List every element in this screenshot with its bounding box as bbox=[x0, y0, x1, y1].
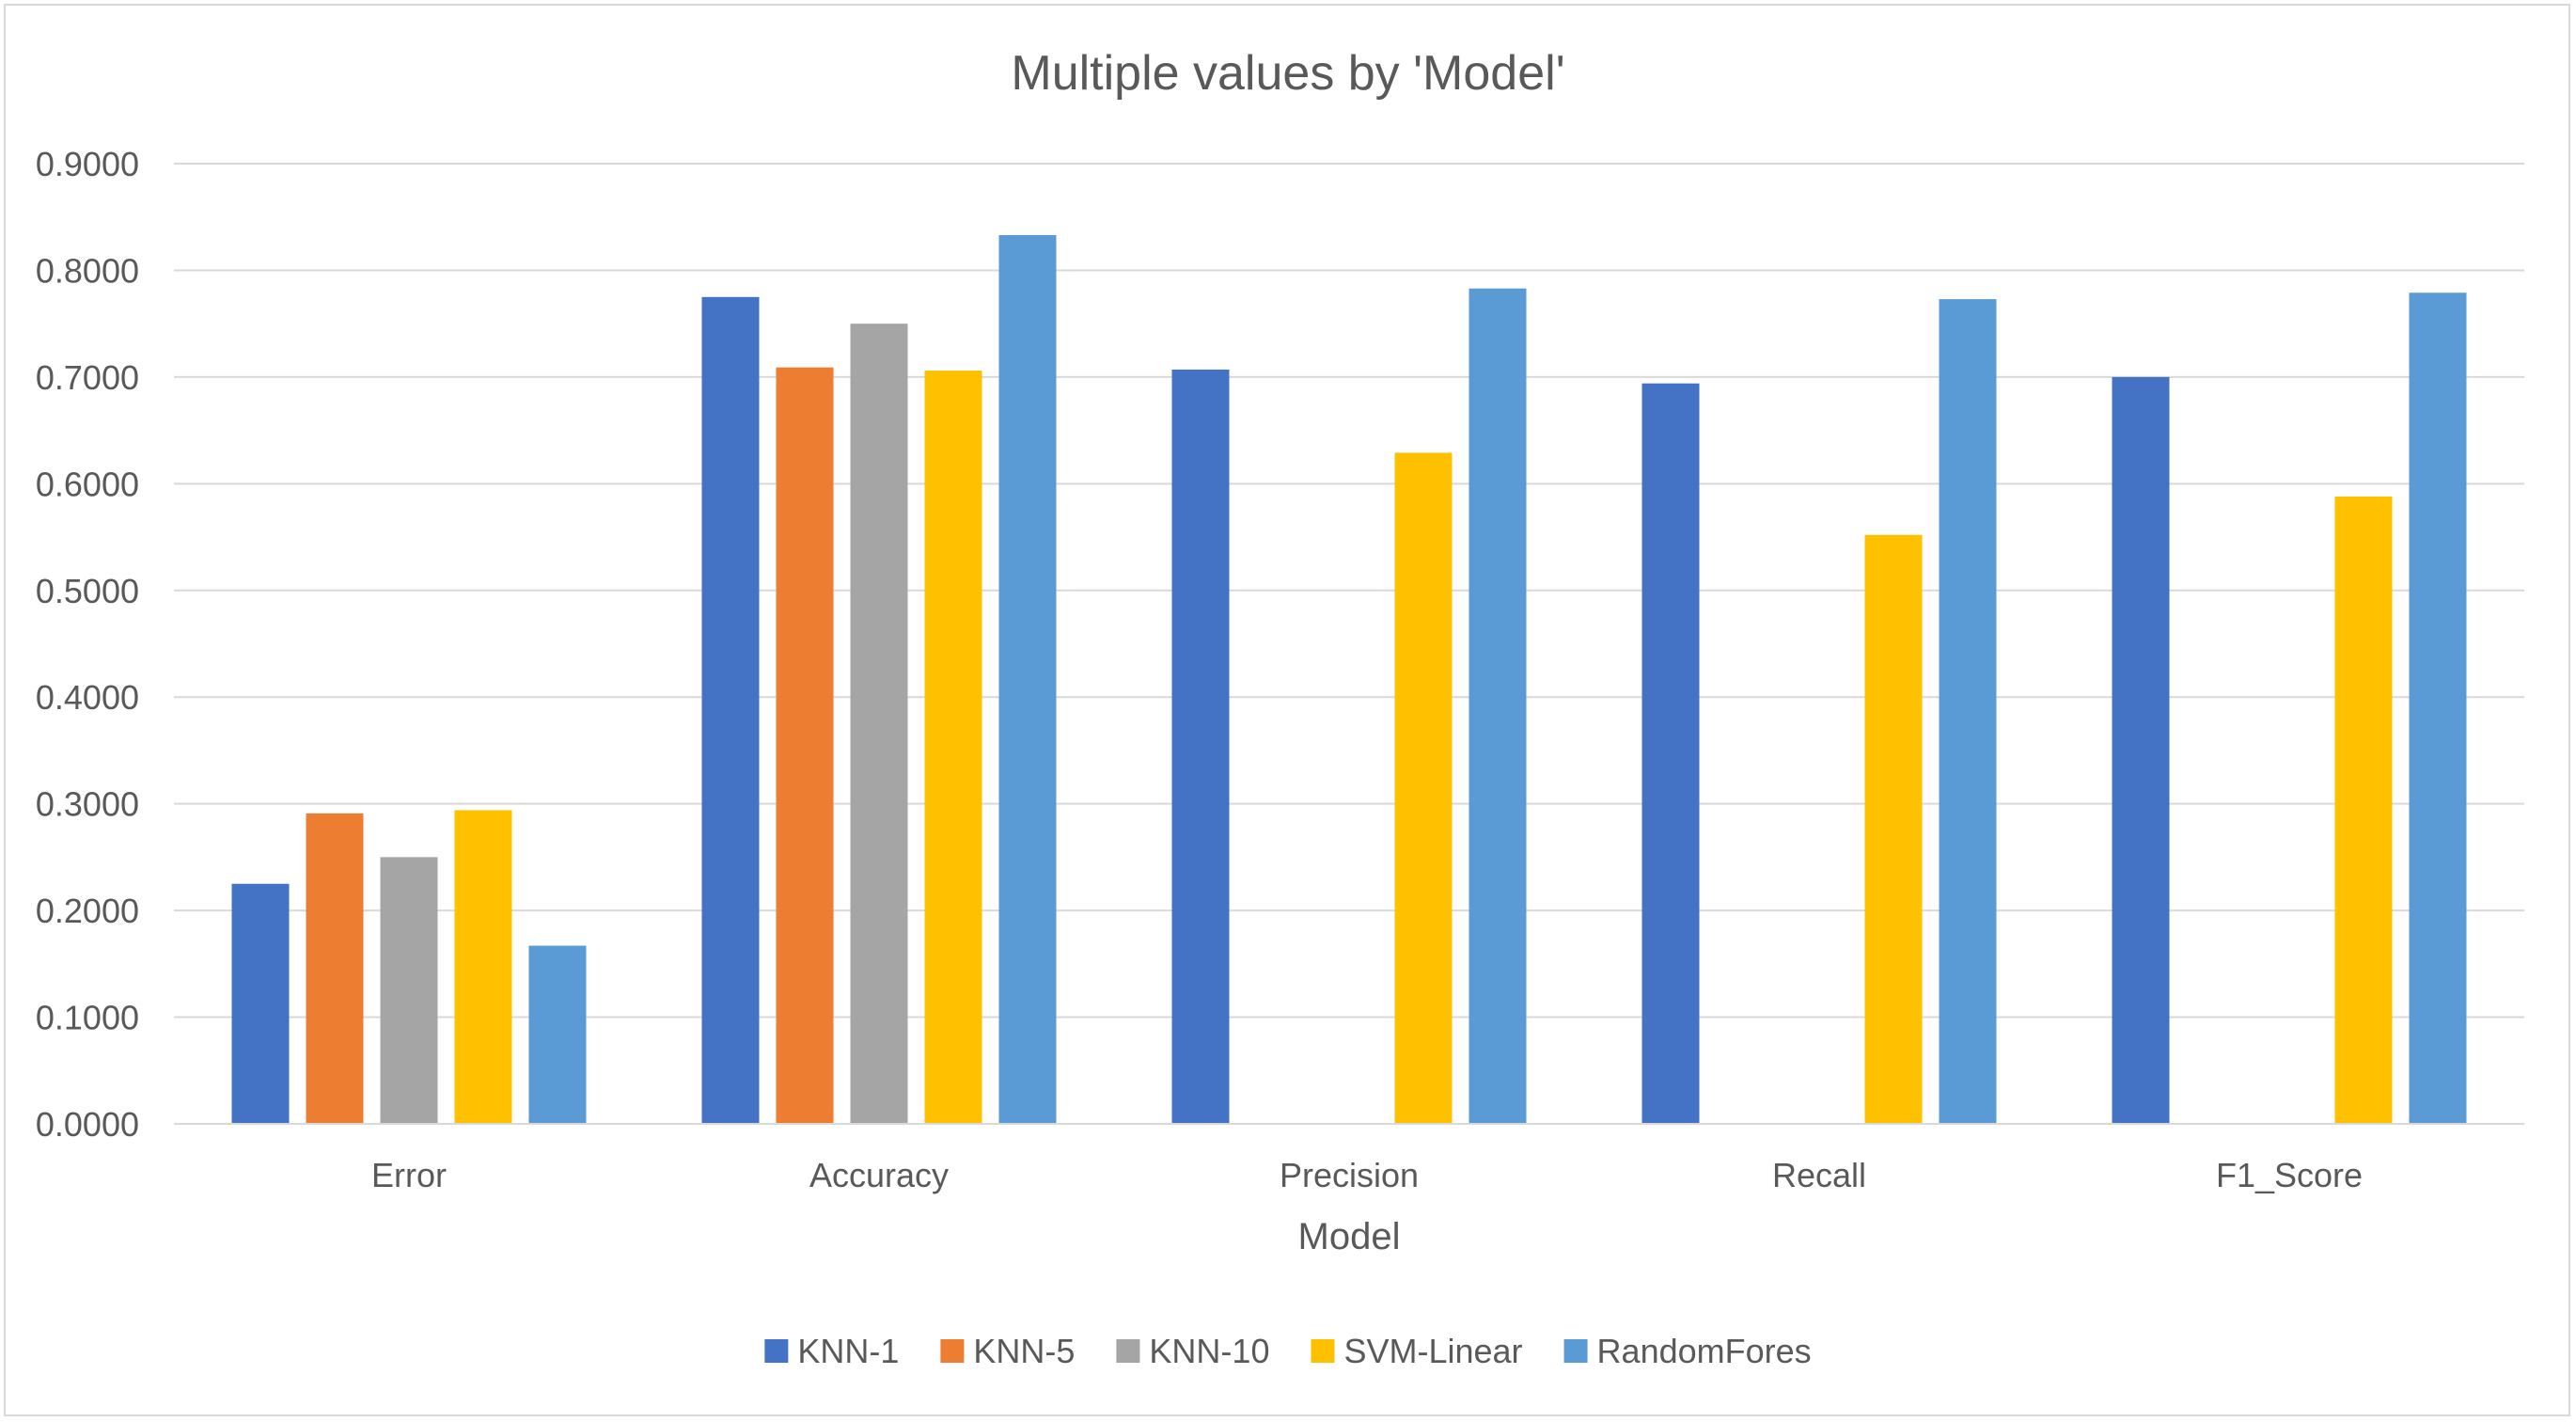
x-tick-label: Precision bbox=[1280, 1156, 1419, 1194]
legend-item-randomfores: RandomFores bbox=[1563, 1332, 1812, 1370]
legend-label: SVM-Linear bbox=[1343, 1332, 1522, 1370]
legend-item-knn-10: KNN-10 bbox=[1116, 1332, 1269, 1370]
bar-knn-5-error bbox=[306, 813, 364, 1124]
gridlines bbox=[174, 163, 2524, 1019]
legend-item-svm-linear: SVM-Linear bbox=[1311, 1332, 1523, 1370]
x-tick-label: Accuracy bbox=[809, 1156, 949, 1194]
y-tick-label: 0.0000 bbox=[36, 1105, 139, 1144]
y-tick-label: 0.6000 bbox=[36, 465, 139, 503]
y-tick-label: 0.4000 bbox=[36, 678, 139, 717]
x-axis-ticks: Error Accuracy Precision Recall F1_Score bbox=[371, 1156, 2363, 1194]
legend-swatch bbox=[1563, 1339, 1588, 1363]
y-tick-label: 0.7000 bbox=[36, 358, 139, 397]
legend-item-knn-1: KNN-1 bbox=[764, 1332, 899, 1370]
x-tick-label: Recall bbox=[1772, 1156, 1866, 1194]
bar-svm-linear-recall bbox=[1864, 534, 1923, 1124]
bar-randomfores-recall bbox=[1939, 299, 1997, 1124]
bars bbox=[231, 235, 2467, 1125]
bar-randomfores-error bbox=[528, 945, 587, 1124]
legend-label: KNN-5 bbox=[973, 1332, 1075, 1370]
x-tick-label: F1_Score bbox=[2216, 1156, 2363, 1194]
bar-randomfores-accuracy bbox=[998, 235, 1057, 1124]
x-tick-label: Error bbox=[371, 1156, 447, 1194]
legend: KNN-1 KNN-5 KNN-10 SVM-Linear RandomFores bbox=[764, 1332, 1812, 1370]
bar-svm-linear-error bbox=[454, 810, 512, 1124]
x-axis-title: Model bbox=[1298, 1216, 1401, 1257]
legend-label: RandomFores bbox=[1597, 1332, 1812, 1370]
bar-knn-1-recall bbox=[1641, 383, 1700, 1124]
legend-swatch bbox=[1116, 1339, 1140, 1363]
bar-knn-5-accuracy bbox=[776, 367, 834, 1124]
legend-swatch bbox=[940, 1339, 965, 1363]
legend-label: KNN-1 bbox=[797, 1332, 899, 1370]
bar-knn-1-precision bbox=[1171, 369, 1230, 1125]
chart-title: Multiple values by 'Model' bbox=[1011, 46, 1564, 101]
bar-svm-linear-precision bbox=[1394, 452, 1453, 1124]
y-tick-label: 0.2000 bbox=[36, 892, 139, 930]
bar-svm-linear-accuracy bbox=[924, 371, 982, 1124]
y-tick-label: 0.9000 bbox=[36, 145, 139, 183]
legend-label: KNN-10 bbox=[1149, 1332, 1269, 1370]
y-axis-ticks: 0.0000 0.1000 0.2000 0.3000 0.4000 0.5000 0.60… bbox=[36, 145, 139, 1144]
bar-knn-1-accuracy bbox=[701, 296, 760, 1124]
y-tick-label: 0.3000 bbox=[36, 785, 139, 824]
bar-knn-1-f1-score bbox=[2112, 376, 2170, 1124]
y-tick-label: 0.8000 bbox=[36, 251, 139, 290]
y-tick-label: 0.1000 bbox=[36, 999, 139, 1037]
y-tick-label: 0.5000 bbox=[36, 572, 139, 610]
bar-knn-10-accuracy bbox=[850, 324, 908, 1125]
legend-item-knn-5: KNN-5 bbox=[940, 1332, 1075, 1370]
legend-swatch bbox=[1311, 1339, 1335, 1363]
bar-svm-linear-f1-score bbox=[2334, 496, 2393, 1124]
bar-randomfores-precision bbox=[1469, 288, 1527, 1125]
legend-swatch bbox=[764, 1339, 789, 1363]
bar-knn-1-error bbox=[231, 883, 290, 1124]
bar-knn-10-error bbox=[380, 857, 438, 1124]
bar-randomfores-f1-score bbox=[2409, 292, 2467, 1124]
